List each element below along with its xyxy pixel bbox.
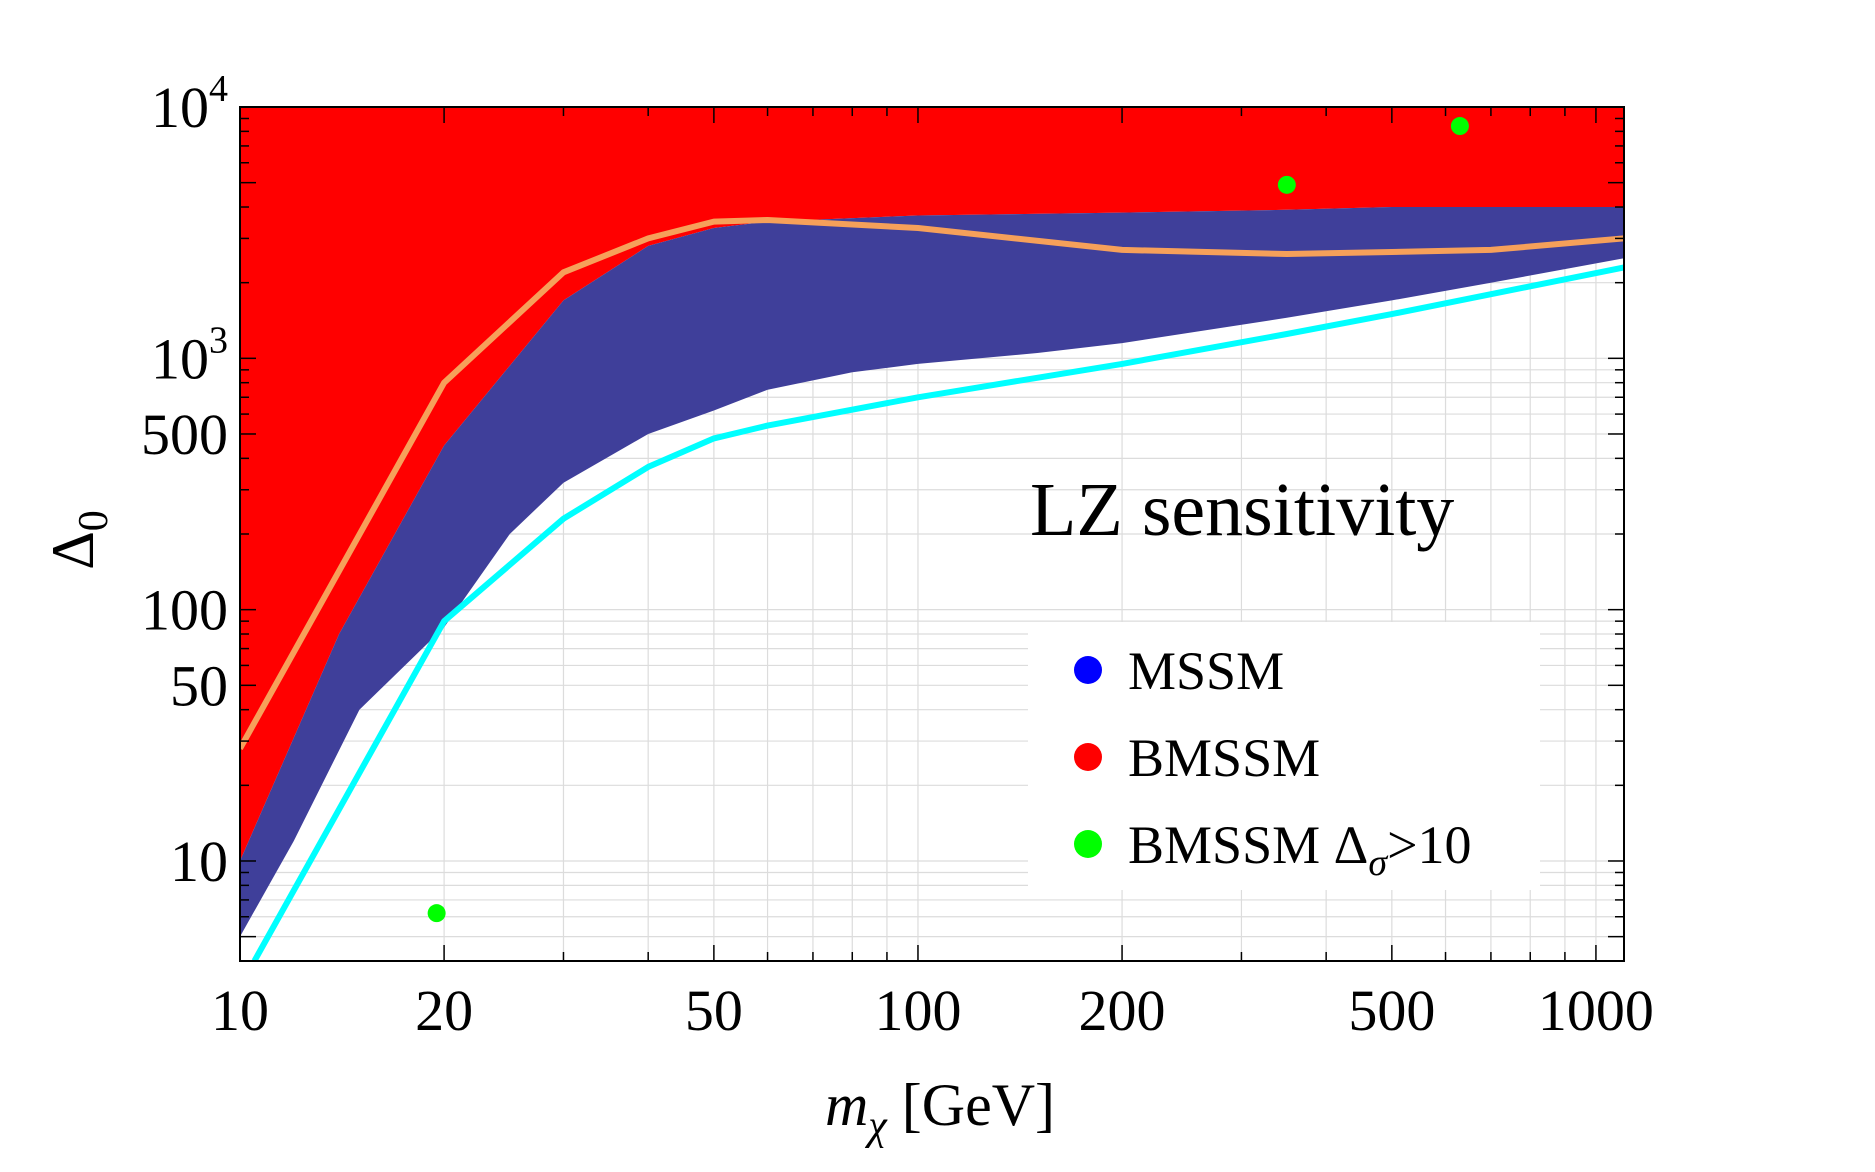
x-tick-label: 1000 (1538, 978, 1654, 1043)
x-tick-label: 200 (1079, 978, 1166, 1043)
point-bmssm-10 (427, 904, 446, 923)
x-tick-label: 50 (685, 978, 743, 1043)
line-lz-sensitivity-cyan (251, 264, 1624, 961)
legend-label: BMSSM (1128, 728, 1320, 788)
x-tick-label: 500 (1348, 978, 1435, 1043)
legend-marker (1074, 656, 1102, 684)
x-axis-title: mχ [GeV] (825, 1072, 1055, 1149)
legend: MSSM BMSSM BMSSM Δσ>10 (1028, 622, 1540, 890)
y-tick-label: 103 (151, 319, 228, 391)
point-bmssm-10 (1277, 175, 1296, 194)
y-tick-label: 104 (151, 68, 228, 140)
y-tick-label: 50 (170, 653, 228, 718)
legend-label: BMSSM Δσ>10 (1128, 815, 1472, 884)
y-axis-title: Δ0 (40, 510, 117, 570)
point-bmssm-10 (1450, 117, 1469, 136)
legend-marker (1074, 830, 1102, 858)
x-tick-label: 20 (415, 978, 473, 1043)
region-bmssm-region (240, 107, 1624, 861)
line-lz-sensitivity-orange (240, 217, 1624, 751)
annotation-lz-sensitivity: LZ sensitivity (1030, 468, 1454, 552)
region-mssm-region (240, 207, 1624, 937)
y-tick-label: 10 (170, 829, 228, 894)
y-tick-label: 100 (141, 578, 228, 643)
y-tick-labels: 10 50 100 500 103 104 (141, 68, 228, 894)
y-tick-label: 500 (141, 402, 228, 467)
tick-marks (239, 106, 1624, 962)
x-tick-labels: 10 20 50 100 200 500 1000 (211, 978, 1654, 1043)
data-layer (240, 107, 1624, 961)
legend-marker (1074, 743, 1102, 771)
legend-label: MSSM (1128, 641, 1284, 701)
legend-box (1028, 622, 1540, 890)
x-tick-label: 100 (874, 978, 961, 1043)
x-tick-label: 10 (211, 978, 269, 1043)
